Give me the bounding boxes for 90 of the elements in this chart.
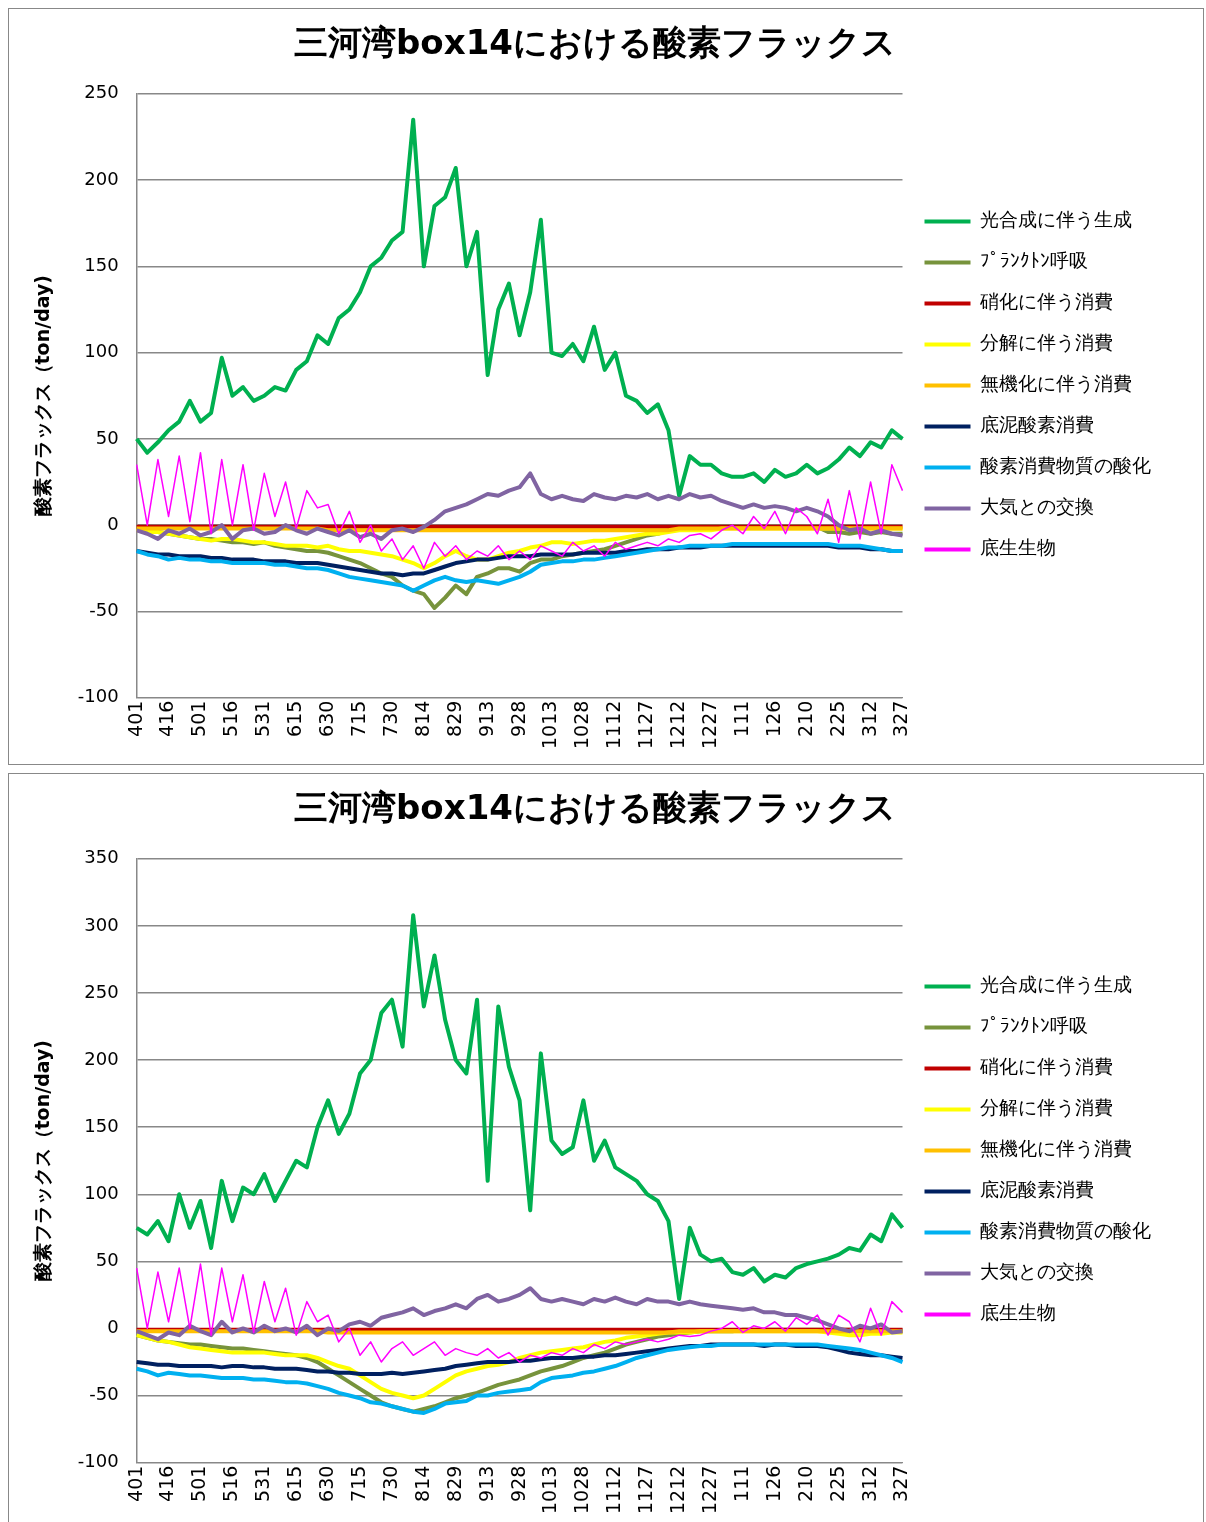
x-tick-label: 416 xyxy=(155,1465,178,1502)
chart-title: 三河湾box14における酸素フラックス xyxy=(294,787,896,828)
y-tick-label: 350 xyxy=(84,846,119,868)
x-tick-label: 730 xyxy=(378,700,401,737)
legend-label: 底生生物 xyxy=(980,1301,1056,1324)
y-tick-label: 300 xyxy=(84,913,119,935)
x-tick-label: 913 xyxy=(474,1465,497,1502)
y-tick-label: 200 xyxy=(84,167,119,189)
y-axis-title: 酸素フラックス（ton/day) xyxy=(31,1039,54,1282)
y-tick-label: -100 xyxy=(77,685,119,707)
legend-label: 酸素消費物質の酸化 xyxy=(980,1219,1151,1242)
x-tick-label: 225 xyxy=(825,1465,848,1502)
x-tick-label: 715 xyxy=(346,1465,369,1502)
x-tick-label: 1013 xyxy=(538,1465,561,1515)
x-tick-label: 1212 xyxy=(666,700,689,750)
x-tick-label: 516 xyxy=(219,1465,242,1502)
x-tick-label: 1127 xyxy=(634,700,657,750)
legend-label: 酸素消費物質の酸化 xyxy=(980,454,1151,477)
y-tick-label: 150 xyxy=(84,1114,119,1136)
x-tick-label: 210 xyxy=(793,700,816,737)
y-tick-label: 100 xyxy=(84,340,119,362)
x-tick-label: 1212 xyxy=(666,1465,689,1515)
x-tick-label: 814 xyxy=(410,1465,433,1502)
x-tick-label: 913 xyxy=(474,700,497,737)
x-tick-label: 814 xyxy=(410,700,433,737)
x-tick-label: 1028 xyxy=(570,1465,593,1515)
x-tick-label: 225 xyxy=(825,700,848,737)
x-tick-label: 1028 xyxy=(570,700,593,750)
legend-label: 底生生物 xyxy=(980,536,1056,559)
x-tick-label: 531 xyxy=(251,700,274,737)
x-tick-label: 1127 xyxy=(634,1465,657,1515)
y-tick-label: -50 xyxy=(89,1383,119,1405)
y-tick-label: 100 xyxy=(84,1181,119,1203)
x-tick-label: 1013 xyxy=(538,700,561,750)
x-tick-label: 1227 xyxy=(697,700,720,750)
y-tick-label: 0 xyxy=(107,512,119,534)
x-tick-label: 928 xyxy=(506,1465,529,1502)
x-tick-label: 126 xyxy=(761,700,784,737)
x-tick-label: 630 xyxy=(315,1465,338,1502)
x-tick-label: 126 xyxy=(761,1465,784,1502)
x-tick-label: 401 xyxy=(123,1465,146,1502)
x-tick-label: 715 xyxy=(346,700,369,737)
x-tick-label: 615 xyxy=(283,1465,306,1502)
legend-label: 光合成に伴う生成 xyxy=(980,208,1132,231)
x-tick-label: 111 xyxy=(729,1465,752,1502)
x-tick-label: 615 xyxy=(283,700,306,737)
x-tick-label: 1227 xyxy=(697,1465,720,1515)
legend-label: ﾌﾟﾗﾝｸﾄﾝ呼吸 xyxy=(980,249,1088,272)
x-tick-label: 1112 xyxy=(602,1465,625,1515)
legend-label: 硝化に伴う消費 xyxy=(979,1055,1113,1078)
x-tick-label: 416 xyxy=(155,700,178,737)
x-tick-label: 111 xyxy=(729,700,752,737)
x-tick-label: 210 xyxy=(793,1465,816,1502)
x-tick-label: 730 xyxy=(378,1465,401,1502)
x-tick-label: 327 xyxy=(889,1465,912,1502)
legend-label: 分解に伴う消費 xyxy=(980,1096,1113,1119)
x-tick-label: 829 xyxy=(442,700,465,737)
legend-label: 硝化に伴う消費 xyxy=(979,290,1113,313)
y-tick-label: 50 xyxy=(95,1249,119,1271)
legend-label: 無機化に伴う消費 xyxy=(980,1137,1132,1160)
x-tick-label: 501 xyxy=(187,700,210,737)
x-tick-label: 327 xyxy=(889,700,912,737)
x-tick-label: 501 xyxy=(187,1465,210,1502)
x-tick-label: 312 xyxy=(857,700,880,737)
y-tick-label: 0 xyxy=(107,1316,119,1338)
legend-label: 分解に伴う消費 xyxy=(980,331,1113,354)
y-axis-title: 酸素フラックス（ton/day) xyxy=(31,274,54,517)
y-tick-label: 250 xyxy=(84,81,119,103)
x-tick-label: 928 xyxy=(506,700,529,737)
legend-label: 大気との交換 xyxy=(980,495,1094,518)
x-tick-label: 312 xyxy=(857,1465,880,1502)
y-tick-label: -50 xyxy=(89,599,119,621)
y-tick-label: 250 xyxy=(84,980,119,1002)
legend-label: ﾌﾟﾗﾝｸﾄﾝ呼吸 xyxy=(980,1014,1088,1037)
legend-label: 大気との交換 xyxy=(980,1260,1094,1283)
y-tick-label: 200 xyxy=(84,1047,119,1069)
x-tick-label: 829 xyxy=(442,1465,465,1502)
y-tick-label: -100 xyxy=(77,1450,119,1472)
legend-label: 底泥酸素消費 xyxy=(980,413,1094,436)
x-tick-label: 401 xyxy=(123,700,146,737)
chart-title: 三河湾box14における酸素フラックス xyxy=(294,22,896,63)
legend-label: 底泥酸素消費 xyxy=(980,1178,1094,1201)
legend-label: 光合成に伴う生成 xyxy=(980,973,1132,996)
x-tick-label: 531 xyxy=(251,1465,274,1502)
x-tick-label: 516 xyxy=(219,700,242,737)
y-tick-label: 50 xyxy=(95,426,119,448)
legend-label: 無機化に伴う消費 xyxy=(980,372,1132,395)
x-tick-label: 1112 xyxy=(602,700,625,750)
x-tick-label: 630 xyxy=(315,700,338,737)
y-tick-label: 150 xyxy=(84,254,119,275)
